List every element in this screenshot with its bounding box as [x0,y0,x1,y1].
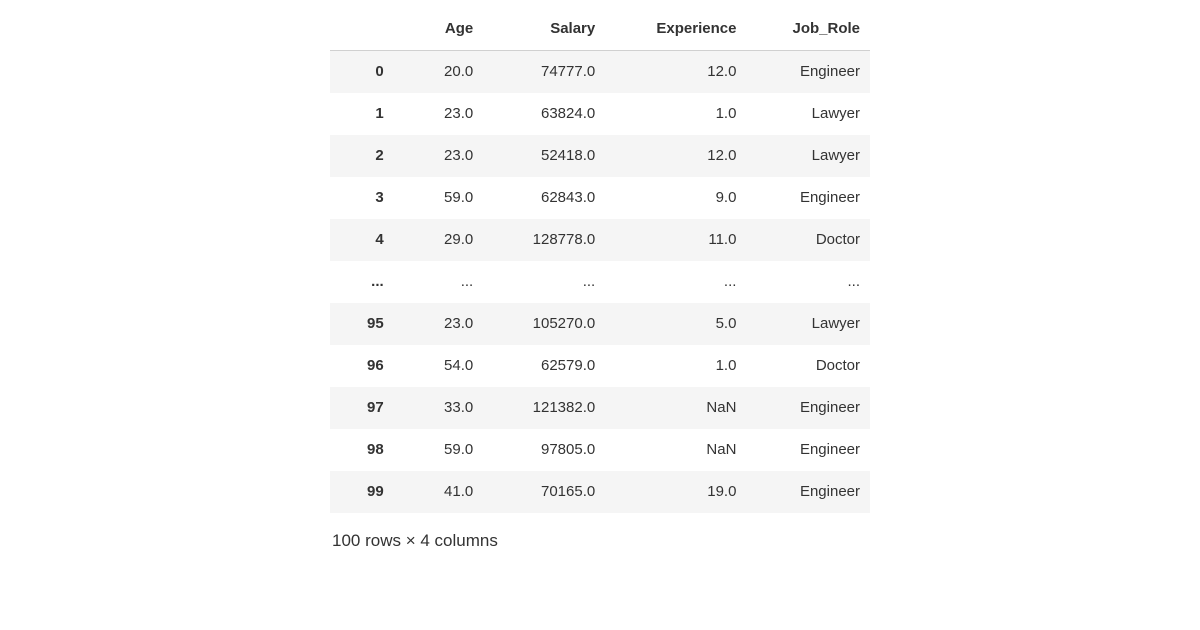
cell: 121382.0 [483,387,605,429]
cell: Lawyer [746,93,870,135]
table-row: 95 23.0 105270.0 5.0 Lawyer [330,303,870,345]
cell: ... [746,261,870,303]
cell: Engineer [746,429,870,471]
cell: 1.0 [605,345,746,387]
cell: Engineer [746,387,870,429]
table-header-cell: Salary [483,8,605,51]
dataframe-table: Age Salary Experience Job_Role 0 20.0 74… [330,8,870,513]
table-header-corner [330,8,394,51]
cell: 74777.0 [483,51,605,94]
cell: 70165.0 [483,471,605,513]
cell: 1.0 [605,93,746,135]
table-row: 2 23.0 52418.0 12.0 Lawyer [330,135,870,177]
table-row: 0 20.0 74777.0 12.0 Engineer [330,51,870,94]
row-index: 98 [330,429,394,471]
dataframe-shape: 100 rows × 4 columns [332,531,870,551]
row-index: 99 [330,471,394,513]
cell: Lawyer [746,135,870,177]
cell: 20.0 [394,51,484,94]
row-index: 97 [330,387,394,429]
table-header-cell: Experience [605,8,746,51]
row-index: 95 [330,303,394,345]
cell: 105270.0 [483,303,605,345]
row-index: ... [330,261,394,303]
table-row: 4 29.0 128778.0 11.0 Doctor [330,219,870,261]
cell: NaN [605,387,746,429]
dataframe-output: Age Salary Experience Job_Role 0 20.0 74… [330,8,870,551]
table-row: 1 23.0 63824.0 1.0 Lawyer [330,93,870,135]
row-index: 0 [330,51,394,94]
cell: Engineer [746,471,870,513]
cell: 12.0 [605,135,746,177]
cell: NaN [605,429,746,471]
cell: 59.0 [394,177,484,219]
table-header-cell: Job_Role [746,8,870,51]
cell: Engineer [746,51,870,94]
cell: 9.0 [605,177,746,219]
row-index: 4 [330,219,394,261]
cell: 41.0 [394,471,484,513]
cell: 128778.0 [483,219,605,261]
cell: 23.0 [394,303,484,345]
cell: 62843.0 [483,177,605,219]
cell: Doctor [746,219,870,261]
cell: 12.0 [605,51,746,94]
row-index: 1 [330,93,394,135]
cell: 54.0 [394,345,484,387]
cell: ... [394,261,484,303]
cell: 59.0 [394,429,484,471]
cell: 97805.0 [483,429,605,471]
cell: 29.0 [394,219,484,261]
table-row: 98 59.0 97805.0 NaN Engineer [330,429,870,471]
cell: 23.0 [394,135,484,177]
cell: ... [605,261,746,303]
cell: 62579.0 [483,345,605,387]
cell: 52418.0 [483,135,605,177]
table-row: 96 54.0 62579.0 1.0 Doctor [330,345,870,387]
cell: Doctor [746,345,870,387]
cell: 19.0 [605,471,746,513]
row-index: 96 [330,345,394,387]
table-body: 0 20.0 74777.0 12.0 Engineer 1 23.0 6382… [330,51,870,514]
cell: 23.0 [394,93,484,135]
table-row: 3 59.0 62843.0 9.0 Engineer [330,177,870,219]
table-header-row: Age Salary Experience Job_Role [330,8,870,51]
table-row: 99 41.0 70165.0 19.0 Engineer [330,471,870,513]
row-index: 3 [330,177,394,219]
cell: 5.0 [605,303,746,345]
cell: Lawyer [746,303,870,345]
cell: 63824.0 [483,93,605,135]
cell: 11.0 [605,219,746,261]
table-ellipsis-row: ... ... ... ... ... [330,261,870,303]
table-header-cell: Age [394,8,484,51]
row-index: 2 [330,135,394,177]
table-row: 97 33.0 121382.0 NaN Engineer [330,387,870,429]
cell: Engineer [746,177,870,219]
cell: 33.0 [394,387,484,429]
cell: ... [483,261,605,303]
